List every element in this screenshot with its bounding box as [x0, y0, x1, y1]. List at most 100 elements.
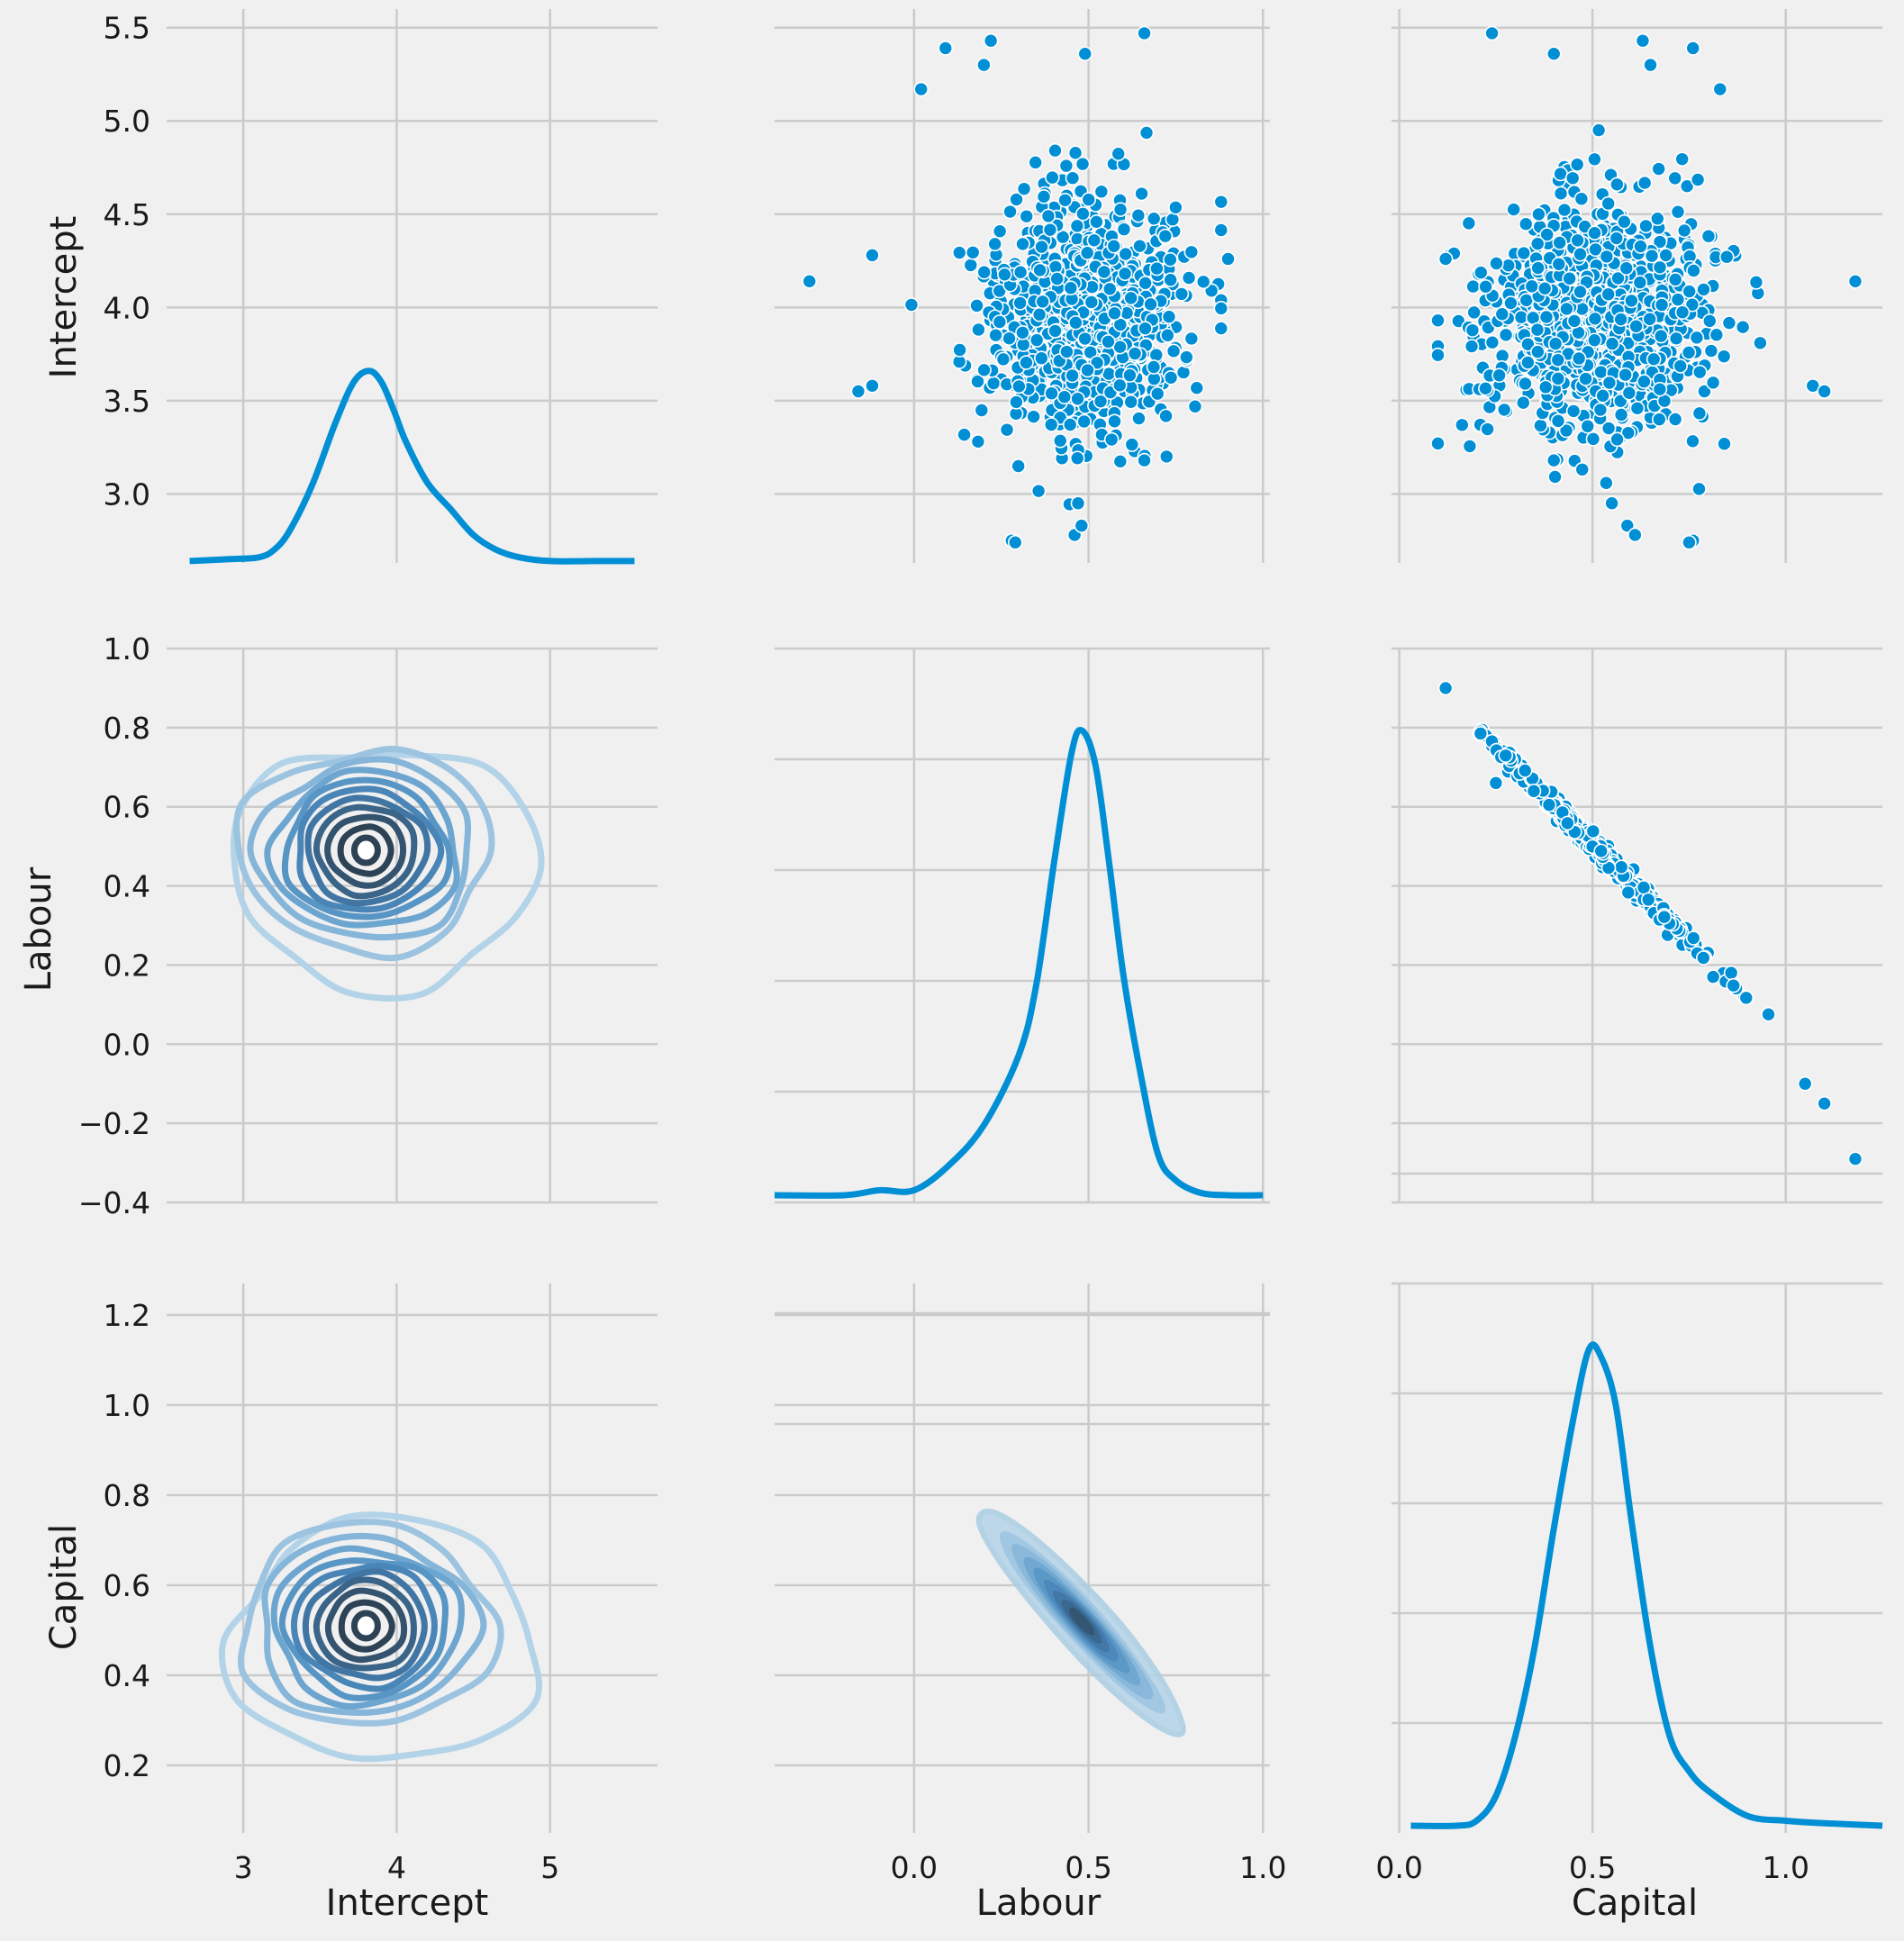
scatter-point: [1679, 178, 1695, 194]
scatter-point: [1116, 222, 1132, 237]
scatter-point: [1651, 161, 1666, 177]
scatter-point: [1040, 208, 1056, 224]
scatter-point: [1138, 321, 1153, 336]
scatter-point: [1117, 266, 1133, 282]
y-tick-label: 0.6: [104, 1568, 150, 1603]
scatter-point: [970, 434, 986, 449]
y-tick-label: 1.2: [104, 1298, 150, 1333]
panel-intercept-intercept: 3.0 3.5 4.0 4.5 5.0 5.5: [104, 9, 657, 565]
scatter-point: [1529, 236, 1546, 251]
scatter-point: [1533, 418, 1548, 433]
scatter-point: [1652, 259, 1668, 276]
scatter-point: [1691, 481, 1707, 497]
scatter-point: [1705, 375, 1721, 391]
scatter-point: [1035, 294, 1050, 310]
scatter-point: [1213, 321, 1229, 336]
scatter-point: [951, 245, 967, 260]
scatter-point: [1158, 408, 1174, 424]
scatter-point: [1149, 385, 1165, 402]
scatter-point: [1617, 213, 1632, 230]
scatter-point: [1585, 823, 1601, 839]
scatter-point: [1181, 270, 1197, 286]
scatter-point: [985, 376, 1002, 391]
scatter-point: [971, 322, 986, 338]
density-peak: [350, 1610, 381, 1642]
scatter-point: [1690, 172, 1706, 187]
scatter-point: [1494, 306, 1510, 322]
scatter-point: [1654, 297, 1670, 313]
scatter-point: [957, 427, 972, 442]
scatter-point: [1213, 222, 1229, 238]
scatter-point: [1148, 347, 1165, 363]
scatter-point: [976, 362, 992, 378]
scatter-point: [1028, 155, 1044, 170]
scatter-point: [1553, 166, 1568, 182]
y-tick-label: 3.0: [104, 476, 150, 512]
scatter-point: [1668, 331, 1684, 347]
panel-labour-capital: 0.0 0.5 1.0: [775, 1283, 1286, 1885]
scatter-point: [1723, 965, 1739, 981]
scatter-point: [1515, 395, 1531, 411]
scatter-point: [1112, 454, 1129, 469]
scatter-point: [865, 377, 880, 394]
scatter-point: [1599, 249, 1615, 265]
scatter-point: [1638, 218, 1654, 234]
scatter-point: [1080, 362, 1095, 378]
scatter-point: [1102, 281, 1118, 297]
scatter-point: [1517, 763, 1533, 778]
scatter-point: [1011, 378, 1027, 395]
x-tick-label: 0.0: [891, 1850, 938, 1885]
scatter-point: [1056, 389, 1073, 405]
density-contour: [218, 1511, 542, 1763]
x-tick-label: 4: [387, 1850, 406, 1885]
x-tick-label: 3: [234, 1850, 253, 1885]
scatter-point: [1002, 331, 1017, 347]
density-contour: [304, 794, 431, 907]
scatter-point: [1652, 412, 1667, 427]
scatter-point: [1686, 263, 1701, 278]
density-contour: [338, 1599, 395, 1653]
scatter-point: [1817, 1095, 1832, 1111]
scatter-point: [1551, 256, 1567, 272]
scatter-point: [1700, 228, 1717, 244]
x-tick-label: 1.0: [1762, 1850, 1809, 1885]
scatter-point: [802, 274, 818, 289]
panel-capital-capital: 0.0 0.5 1.0: [1375, 1172, 1883, 1885]
scatter-point: [1163, 251, 1178, 268]
scatter-point: [1716, 349, 1732, 364]
scatter-point: [1695, 950, 1711, 966]
scatter-point: [1550, 371, 1566, 386]
scatter-point: [1712, 81, 1728, 97]
scatter-point: [1569, 157, 1585, 172]
scatter-point: [1484, 334, 1501, 350]
scatter-point: [1667, 272, 1683, 287]
scatter-point: [1588, 241, 1603, 258]
scatter-point: [1565, 404, 1582, 419]
xlabel-capital: Capital: [1572, 1882, 1698, 1924]
scatter-point: [1550, 413, 1566, 429]
scatter-point: [992, 223, 1008, 240]
scatter-point: [1587, 311, 1603, 327]
scatter-point: [1696, 282, 1711, 297]
scatter-point: [1526, 783, 1542, 799]
scatter-point: [1735, 319, 1751, 335]
scatter-point: [1089, 214, 1104, 230]
scatter-point: [1034, 239, 1049, 255]
scatter-point: [1007, 534, 1023, 550]
scatter-point: [1547, 336, 1564, 351]
scatter-point: [1183, 331, 1200, 347]
ylabel-labour: Labour: [18, 866, 59, 992]
scatter-point: [1701, 313, 1718, 329]
scatter-point: [1157, 228, 1174, 244]
scatter-point: [1163, 272, 1178, 288]
scatter-point: [1077, 46, 1093, 61]
scatter-point: [1538, 309, 1555, 325]
scatter-point: [1473, 265, 1489, 280]
density-contour: [264, 766, 460, 929]
scatter-point: [1637, 175, 1653, 191]
scatter-point: [1653, 328, 1669, 344]
density-contour: [302, 1568, 428, 1682]
scatter-point: [1465, 278, 1481, 295]
scatter-point: [1546, 46, 1562, 61]
